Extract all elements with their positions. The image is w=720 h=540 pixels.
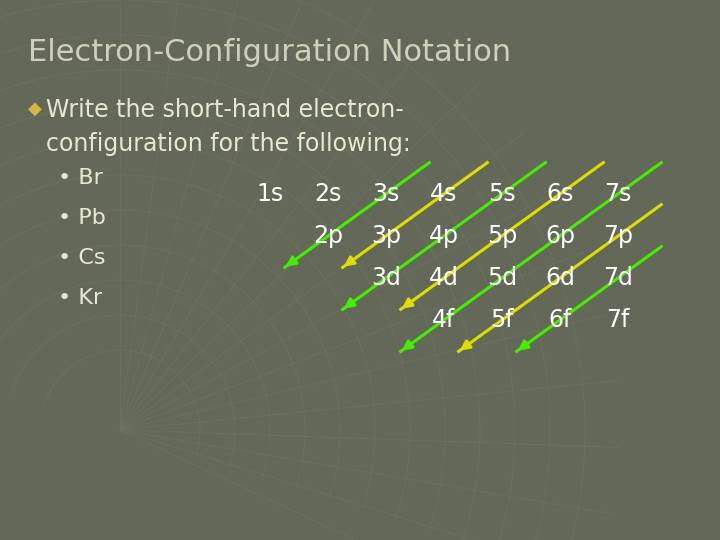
Text: 7s: 7s: [604, 182, 631, 206]
Text: 3d: 3d: [371, 266, 401, 290]
Text: 3s: 3s: [372, 182, 400, 206]
Text: 5f: 5f: [490, 308, 514, 332]
Text: 6f: 6f: [549, 308, 572, 332]
Text: 4s: 4s: [431, 182, 458, 206]
Text: 1s: 1s: [256, 182, 284, 206]
Text: • Pb: • Pb: [58, 208, 106, 228]
Text: 4p: 4p: [429, 224, 459, 248]
Text: • Kr: • Kr: [58, 288, 102, 308]
Text: Electron-Configuration Notation: Electron-Configuration Notation: [28, 38, 511, 67]
Text: 3p: 3p: [371, 224, 401, 248]
Text: 6d: 6d: [545, 266, 575, 290]
Text: • Br: • Br: [58, 168, 103, 188]
Text: 5p: 5p: [487, 224, 517, 248]
Text: 5s: 5s: [488, 182, 516, 206]
Text: 2s: 2s: [315, 182, 342, 206]
Text: 7d: 7d: [603, 266, 633, 290]
Text: 6s: 6s: [546, 182, 574, 206]
Text: 5d: 5d: [487, 266, 517, 290]
Text: 6p: 6p: [545, 224, 575, 248]
Text: Write the short-hand electron-
configuration for the following:: Write the short-hand electron- configura…: [46, 98, 410, 156]
Text: 4d: 4d: [429, 266, 459, 290]
Text: • Cs: • Cs: [58, 248, 106, 268]
Text: ◆: ◆: [28, 100, 42, 118]
Text: 7p: 7p: [603, 224, 633, 248]
Text: 2p: 2p: [313, 224, 343, 248]
Text: 4f: 4f: [432, 308, 456, 332]
Text: 7f: 7f: [606, 308, 630, 332]
